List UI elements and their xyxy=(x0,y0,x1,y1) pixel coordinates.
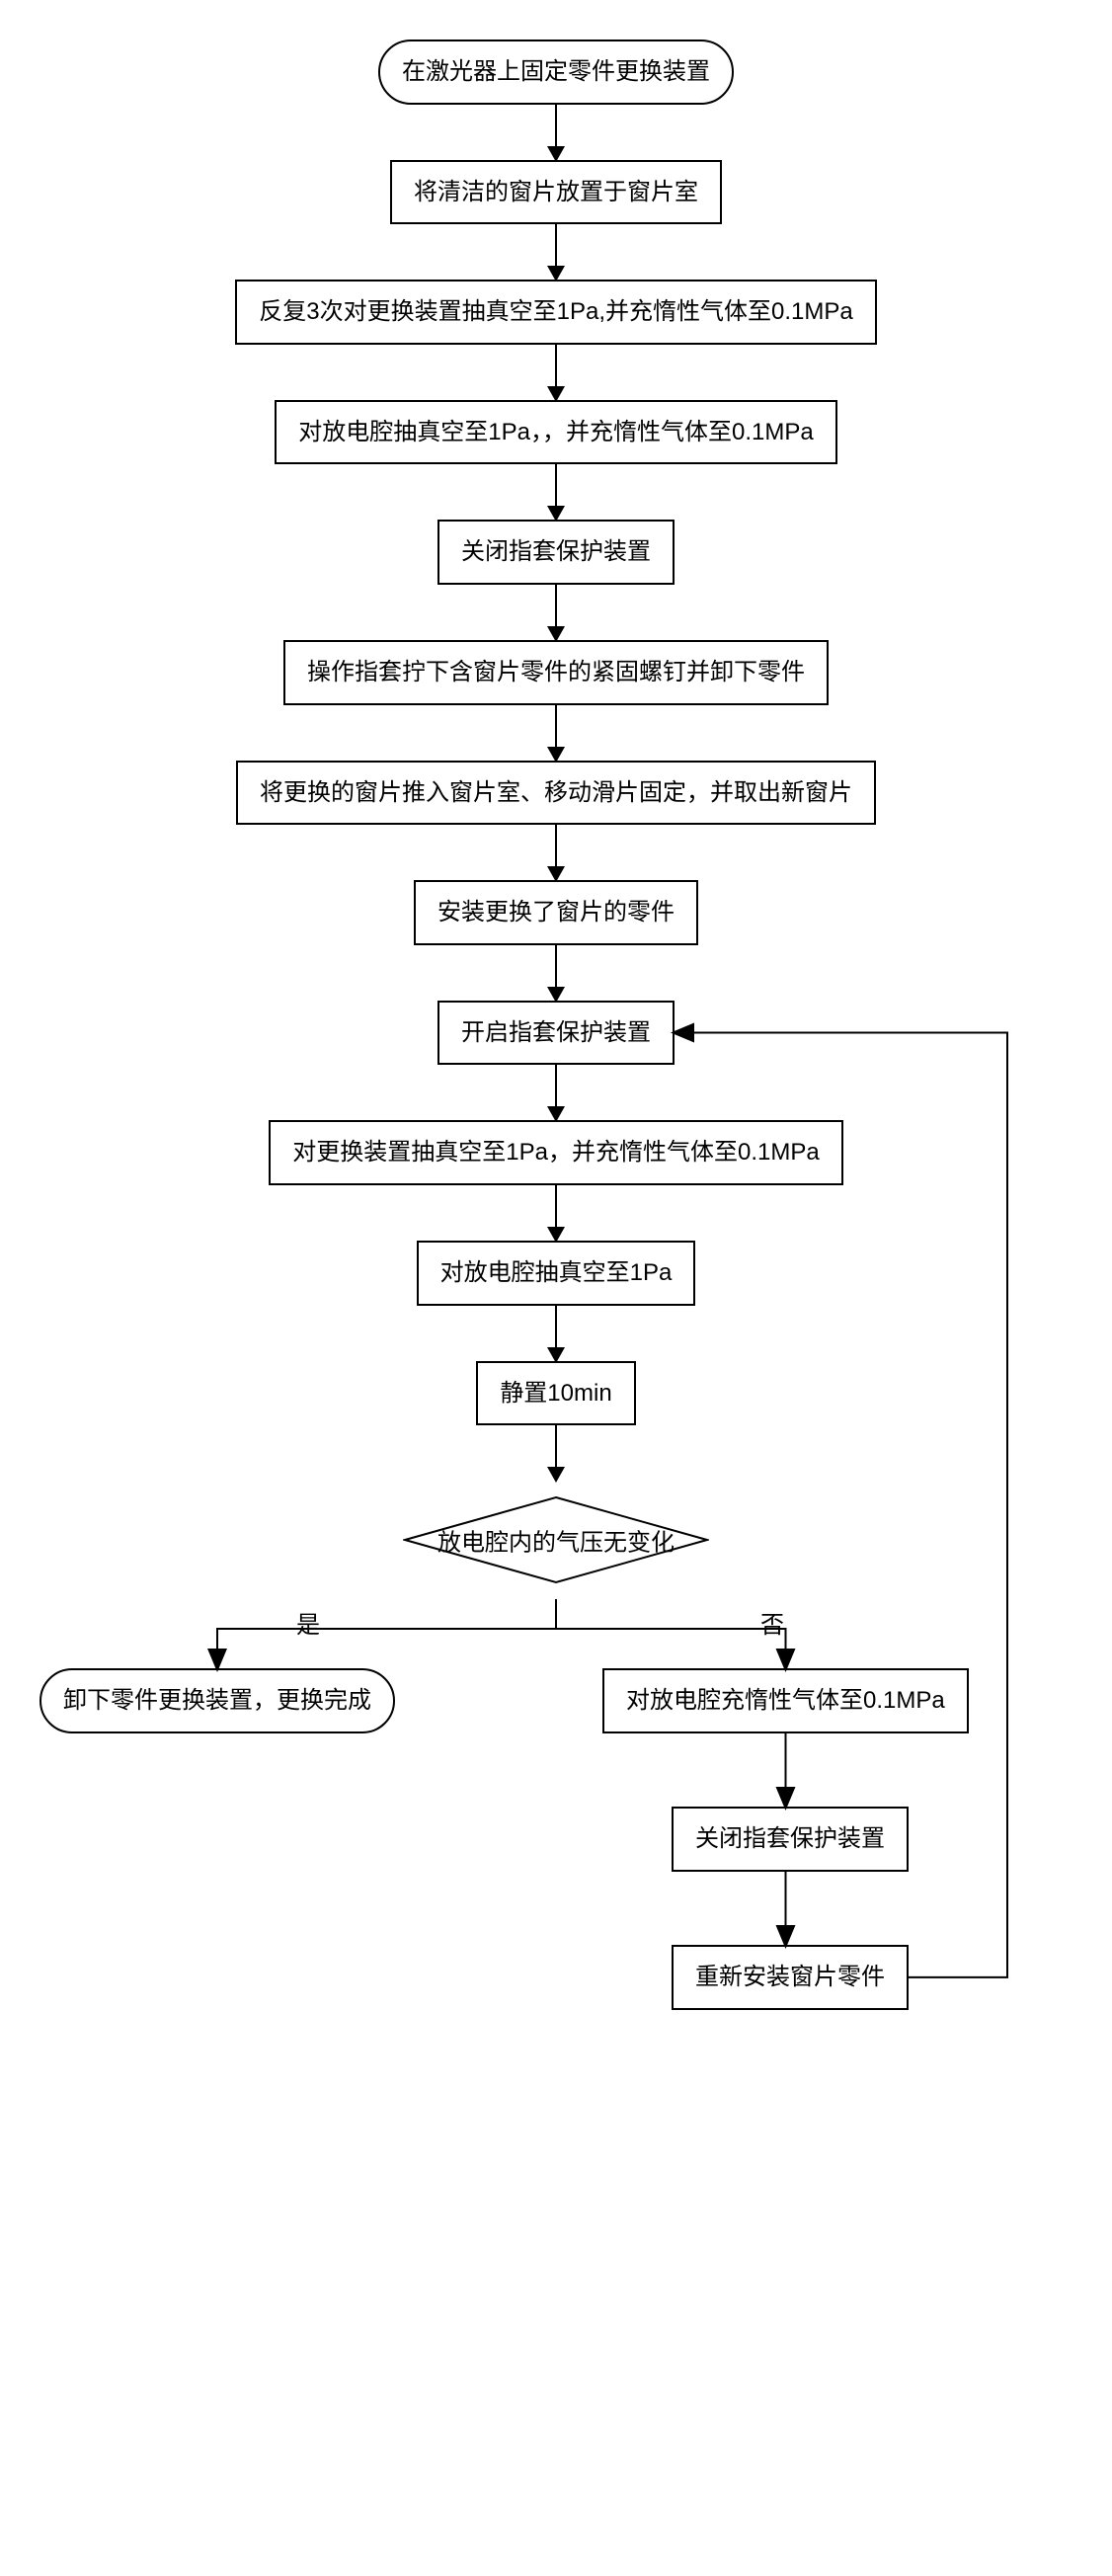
node-no-1: 对放电腔充惰性气体至0.1MPa xyxy=(602,1668,969,1733)
flowchart-root: 在激光器上固定零件更换装置 将清洁的窗片放置于窗片室 反复3次对更换装置抽真空至… xyxy=(0,40,1112,2113)
node-step-2: 反复3次对更换装置抽真空至1Pa,并充惰性气体至0.1MPa xyxy=(235,280,876,345)
node-step-1: 将清洁的窗片放置于窗片室 xyxy=(390,160,722,225)
node-no-2: 关闭指套保护装置 xyxy=(672,1807,909,1872)
node-step-10: 对放电腔抽真空至1Pa xyxy=(417,1241,696,1306)
arrow xyxy=(555,345,557,400)
node-step-4: 关闭指套保护装置 xyxy=(437,520,675,585)
arrow xyxy=(555,1185,557,1241)
arrow xyxy=(555,705,557,761)
node-no-3: 重新安装窗片零件 xyxy=(672,1945,909,2010)
decision-wrap: 放电腔内的气压无变化 xyxy=(329,1481,783,1599)
arrow xyxy=(555,224,557,280)
arrow xyxy=(555,825,557,880)
node-step-11: 静置10min xyxy=(476,1361,635,1426)
decision-label-no: 否 xyxy=(760,1605,784,1640)
decision-label-yes: 是 xyxy=(296,1605,320,1640)
node-step-3: 对放电腔抽真空至1Pa，，并充惰性气体至0.1MPa xyxy=(275,400,836,465)
node-start: 在激光器上固定零件更换装置 xyxy=(378,40,734,105)
node-step-5: 操作指套拧下含窗片零件的紧固螺钉并卸下零件 xyxy=(283,640,829,705)
arrow xyxy=(555,1065,557,1120)
arrow xyxy=(555,1306,557,1361)
node-decision: 放电腔内的气压无变化 xyxy=(403,1495,709,1584)
arrow xyxy=(555,945,557,1001)
arrow xyxy=(555,464,557,520)
arrow xyxy=(555,1425,557,1481)
node-end-yes: 卸下零件更换装置，更换完成 xyxy=(40,1668,395,1733)
branch-area: 是 否 卸下零件更换装置，更换完成 对放电腔充惰性气体至0.1MPa 关闭指套保… xyxy=(0,1599,1112,2113)
arrow xyxy=(555,105,557,160)
main-column: 在激光器上固定零件更换装置 将清洁的窗片放置于窗片室 反复3次对更换装置抽真空至… xyxy=(0,40,1112,2113)
decision-text: 放电腔内的气压无变化 xyxy=(437,1523,675,1558)
node-step-9: 对更换装置抽真空至1Pa，并充惰性气体至0.1MPa xyxy=(269,1120,842,1185)
node-step-6: 将更换的窗片推入窗片室、移动滑片固定，并取出新窗片 xyxy=(236,761,876,826)
arrow xyxy=(555,585,557,640)
node-step-8: 开启指套保护装置 xyxy=(437,1001,675,1066)
node-step-7: 安装更换了窗片的零件 xyxy=(414,880,698,945)
